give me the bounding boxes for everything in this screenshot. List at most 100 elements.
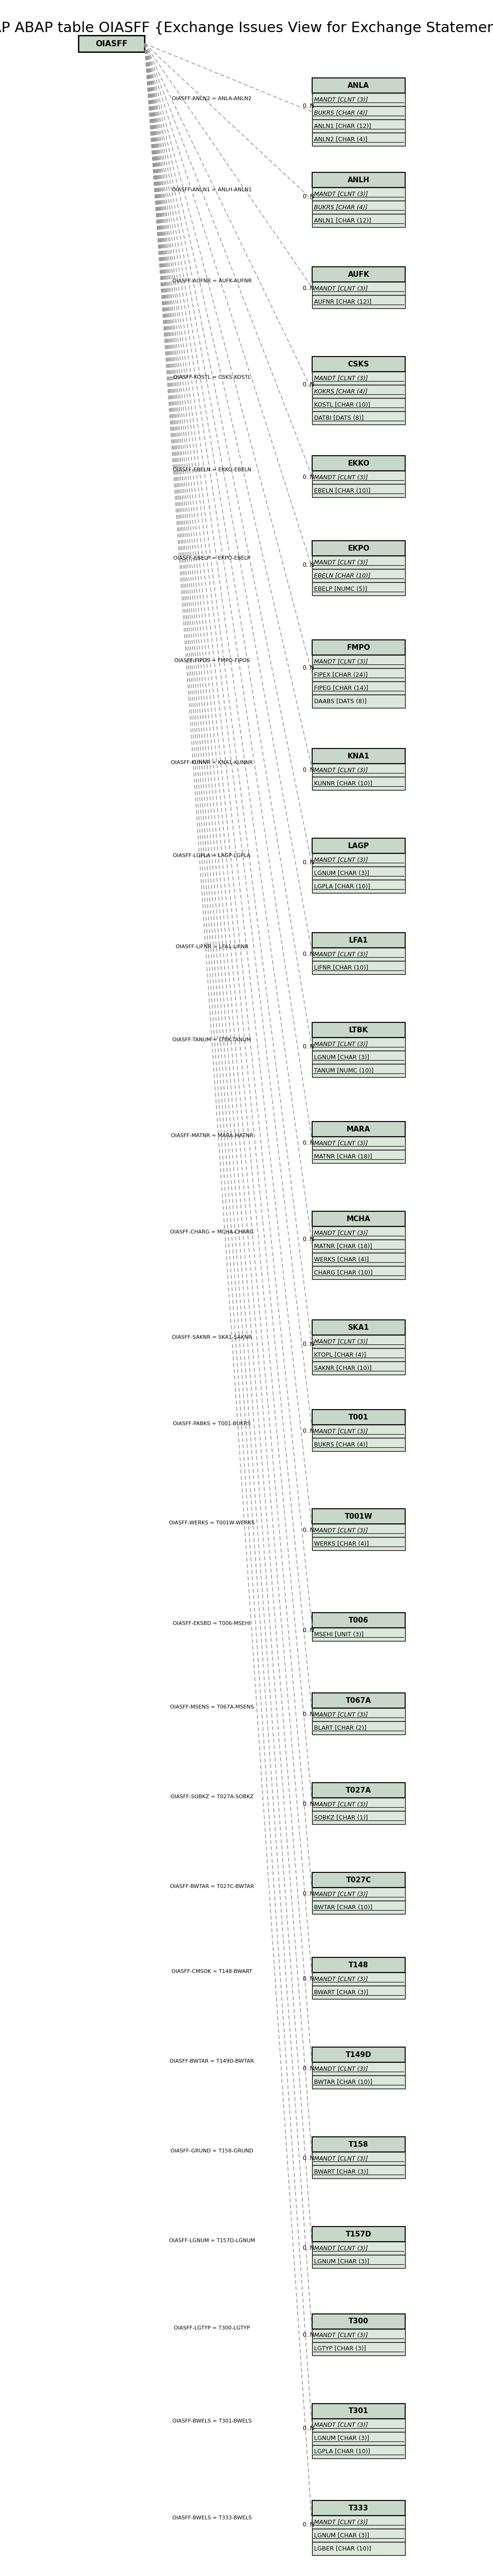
Text: OIASFF-GRUND = T158-GRUND: OIASFF-GRUND = T158-GRUND [171,2148,253,2154]
Bar [312,2241,405,2254]
Text: 0..N: 0..N [302,665,314,670]
Text: BUKRS [CHAR (4)]: BUKRS [CHAR (4)] [314,204,368,211]
Bar [312,2076,405,2089]
Bar [312,961,405,974]
Text: EBELN [CHAR (10)]: EBELN [CHAR (10)] [314,487,371,495]
Text: MARA: MARA [347,1126,370,1133]
Text: BUKRS [CHAR (4)]: BUKRS [CHAR (4)] [314,111,368,116]
Text: OIASFF-AUFNR = AUFK-AUFNR: OIASFF-AUFNR = AUFK-AUFNR [172,278,251,283]
Text: MANDT [CLNT (3)]: MANDT [CLNT (3)] [314,1229,368,1236]
Text: T149D: T149D [346,2050,372,2058]
Bar [312,1252,405,1265]
Text: 0..N: 0..N [302,286,314,291]
Text: DATBI [DATS (8)]: DATBI [DATS (8)] [314,415,364,420]
Text: EKKO: EKKO [348,459,369,466]
Bar [312,1425,405,1437]
Text: ANLA: ANLA [348,82,369,90]
Bar [312,1211,405,1226]
Bar [312,2432,405,2445]
Text: FIPEG [CHAR (14)]: FIPEG [CHAR (14)] [314,685,368,690]
Bar [312,1973,405,1986]
Bar [312,77,405,93]
Bar [312,399,405,412]
Text: T157D: T157D [346,2231,372,2239]
Bar [312,355,405,371]
Bar [312,1901,405,1914]
Bar [312,1958,405,1973]
Bar [312,201,405,214]
Text: MATNR [CHAR (18)]: MATNR [CHAR (18)] [314,1154,372,1159]
Text: OIASFF-WERKS = T001W-WERKS: OIASFF-WERKS = T001W-WERKS [169,1520,255,1525]
Text: 0..N: 0..N [302,193,314,201]
Bar [312,2342,405,2354]
Text: 0..N: 0..N [302,2331,314,2339]
Bar [312,1239,405,1252]
Text: T001W: T001W [345,1512,373,1520]
Text: OIASFF-EKSBD = T006-MSEHI: OIASFF-EKSBD = T006-MSEHI [173,1620,251,1625]
Bar [312,762,405,778]
Text: SKA1: SKA1 [348,1324,369,1332]
Text: MANDT [CLNT (3)]: MANDT [CLNT (3)] [314,2331,368,2339]
Text: OIASFF-BWELS = T301-BWELS: OIASFF-BWELS = T301-BWELS [172,2419,251,2424]
Bar [312,654,405,667]
Text: DAABS [DATS (8)]: DAABS [DATS (8)] [314,698,367,703]
Text: BWTAR [CHAR (10)]: BWTAR [CHAR (10)] [314,2079,372,2084]
Text: AUFNR [CHAR (12)]: AUFNR [CHAR (12)] [314,299,372,304]
Text: 0..N: 0..N [302,1891,314,1896]
Bar [312,134,405,147]
Text: OIASFF-TANUM = LTBK-TANUM: OIASFF-TANUM = LTBK-TANUM [173,1038,251,1043]
Bar [312,118,405,134]
Text: 0..N: 0..N [302,1139,314,1146]
Bar [312,778,405,791]
Bar [312,1692,405,1708]
Text: LGPLA [CHAR (10)]: LGPLA [CHAR (10)] [314,884,370,889]
Text: MANDT [CLNT (3)]: MANDT [CLNT (3)] [314,659,368,665]
Text: 0..N: 0..N [302,2156,314,2161]
Text: CSKS: CSKS [348,361,369,368]
Text: OIASFF-LGPLA = LAGP-LGPLA: OIASFF-LGPLA = LAGP-LGPLA [173,853,250,858]
Bar [312,556,405,569]
Bar [312,281,405,296]
Text: MANDT [CLNT (3)]: MANDT [CLNT (3)] [314,2066,368,2071]
Text: LGNUM [CHAR (3)]: LGNUM [CHAR (3)] [314,2434,369,2442]
Text: 0..N: 0..N [302,1801,314,1806]
Text: MANDT [CLNT (3)]: MANDT [CLNT (3)] [314,1976,368,1981]
Text: LGNUM [CHAR (3)]: LGNUM [CHAR (3)] [314,871,369,876]
Text: MANDT [CLNT (3)]: MANDT [CLNT (3)] [314,286,368,291]
Text: OIASFF-SAKNR = SKA1-SAKNR: OIASFF-SAKNR = SKA1-SAKNR [172,1334,252,1340]
Bar [312,214,405,227]
Text: MANDT [CLNT (3)]: MANDT [CLNT (3)] [314,1801,368,1808]
Text: OIASFF-MSENS = T067A-MSENS: OIASFF-MSENS = T067A-MSENS [170,1705,254,1710]
Text: OIASFF-SOBKZ = T027A-SOBKZ: OIASFF-SOBKZ = T027A-SOBKZ [170,1795,253,1798]
Bar [312,837,405,853]
Bar [312,2419,405,2432]
Bar [312,1334,405,1347]
Text: AUFK: AUFK [348,270,369,278]
Text: BLART [CHAR (2)]: BLART [CHAR (2)] [314,1726,366,1731]
Bar [312,2403,405,2419]
Text: MANDT [CLNT (3)]: MANDT [CLNT (3)] [314,1041,368,1048]
Text: SAKNR [CHAR (10)]: SAKNR [CHAR (10)] [314,1365,372,1370]
Text: MANDT [CLNT (3)]: MANDT [CLNT (3)] [314,1340,368,1345]
Text: 0..N: 0..N [302,103,314,108]
Bar [312,1437,405,1450]
Bar [312,667,405,683]
Text: WERKS [CHAR (4)]: WERKS [CHAR (4)] [314,1257,369,1262]
Bar [312,188,405,201]
Bar [312,2313,405,2329]
Text: LGNUM [CHAR (3)]: LGNUM [CHAR (3)] [314,2259,369,2264]
Text: T300: T300 [349,2318,369,2326]
Text: FIPEX [CHAR (24)]: FIPEX [CHAR (24)] [314,672,368,677]
Text: 0..N: 0..N [302,1427,314,1435]
Bar [312,1510,405,1525]
Text: BWART [CHAR (3)]: BWART [CHAR (3)] [314,2169,368,2174]
Text: 0..N: 0..N [302,474,314,479]
Bar [312,1525,405,1538]
Text: MANDT [CLNT (3)]: MANDT [CLNT (3)] [314,2156,368,2161]
Text: T158: T158 [349,2141,369,2148]
Bar [312,2138,405,2151]
Text: MANDT [CLNT (3)]: MANDT [CLNT (3)] [314,2519,368,2524]
Bar [312,1888,405,1901]
Bar [312,456,405,471]
Text: TANUM [NUMC (10)]: TANUM [NUMC (10)] [314,1066,374,1074]
